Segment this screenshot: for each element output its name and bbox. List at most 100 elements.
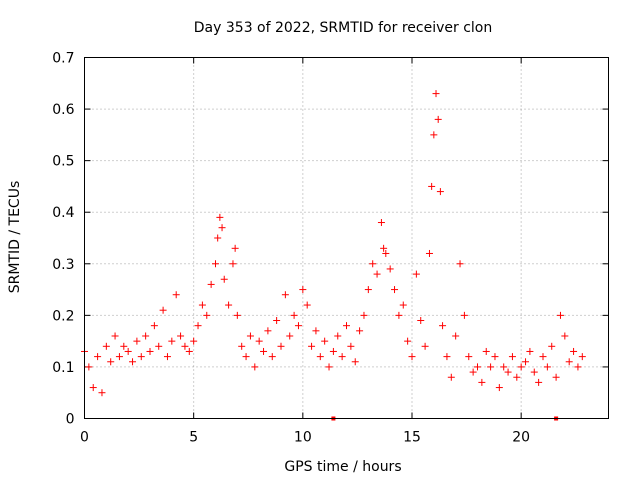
data-point (325, 363, 333, 371)
data-point (277, 342, 285, 350)
plot-frame (84, 57, 609, 419)
data-point (255, 337, 263, 345)
y-tick-label: 0.4 (52, 205, 74, 221)
data-point (281, 291, 289, 299)
data-point (539, 353, 547, 361)
data-point (522, 358, 530, 366)
data-point (373, 270, 381, 278)
data-point (369, 260, 377, 268)
data-point (399, 301, 407, 309)
data-point (578, 353, 586, 361)
x-tick-label: 20 (512, 430, 530, 446)
data-point (526, 347, 534, 355)
data-point (329, 347, 337, 355)
data-point (294, 322, 302, 330)
data-point (432, 90, 440, 98)
data-point (124, 347, 132, 355)
data-point (181, 342, 189, 350)
y-tick-label: 0.5 (52, 154, 74, 170)
data-point (231, 244, 239, 252)
data-point (443, 353, 451, 361)
data-point (456, 260, 464, 268)
data-point (412, 270, 420, 278)
data-point (163, 353, 171, 361)
data-point (543, 363, 551, 371)
data-points (81, 90, 586, 421)
data-point (218, 224, 226, 232)
data-point (535, 378, 543, 386)
x-tick-label: 10 (294, 430, 312, 446)
y-tick-label: 0.7 (52, 51, 74, 67)
data-point (268, 353, 276, 361)
data-point (177, 332, 185, 340)
data-point (347, 342, 355, 350)
data-point (495, 384, 503, 392)
data-point (102, 342, 110, 350)
data-point (334, 332, 342, 340)
data-point (214, 234, 222, 242)
data-point (377, 219, 385, 227)
data-point (460, 311, 468, 319)
data-point (500, 363, 508, 371)
data-point (408, 353, 416, 361)
data-point (556, 311, 564, 319)
data-point (155, 342, 163, 350)
data-point (404, 337, 412, 345)
data-point (107, 358, 115, 366)
data-point (146, 347, 154, 355)
x-tick-label: 5 (189, 430, 198, 446)
data-point (395, 311, 403, 319)
x-axis-label: GPS time / hours (284, 459, 401, 475)
data-point (417, 317, 425, 325)
data-point (260, 347, 268, 355)
data-point (133, 337, 141, 345)
data-point (574, 363, 582, 371)
data-point (565, 358, 573, 366)
data-point (229, 260, 237, 268)
y-axis-label: SRMTID / TECUs (7, 181, 23, 294)
data-point (286, 332, 294, 340)
data-point (264, 327, 272, 335)
data-point (452, 332, 460, 340)
data-point (246, 332, 254, 340)
data-point (142, 332, 150, 340)
data-point (428, 182, 436, 190)
data-point (203, 311, 211, 319)
data-point (94, 353, 102, 361)
data-point (482, 347, 490, 355)
data-point (220, 275, 228, 283)
data-point (491, 353, 499, 361)
data-point (474, 363, 481, 371)
y-tick-label: 0.3 (52, 257, 74, 273)
data-point (115, 353, 123, 361)
data-point (364, 286, 372, 294)
data-point (316, 353, 324, 361)
data-point (504, 368, 512, 376)
data-point (321, 337, 329, 345)
x-tick-label: 0 (80, 430, 89, 446)
data-point (548, 342, 556, 350)
data-point (225, 301, 233, 309)
y-tick-label: 0.6 (52, 102, 74, 118)
data-point (513, 373, 521, 381)
chart-title: Day 353 of 2022, SRMTID for receiver clo… (194, 20, 492, 36)
data-point (434, 115, 442, 123)
data-point (386, 265, 394, 273)
data-point (465, 353, 473, 361)
data-point (150, 322, 158, 330)
data-point (85, 363, 93, 371)
data-point (190, 337, 198, 345)
data-point (198, 301, 206, 309)
data-point (487, 363, 495, 371)
data-point (508, 353, 516, 361)
data-point (111, 332, 119, 340)
data-point (129, 358, 137, 366)
y-tick-label: 0.2 (52, 308, 74, 324)
x-tick-label: 15 (403, 430, 421, 446)
data-point (120, 342, 128, 350)
data-point (382, 249, 390, 257)
data-point (159, 306, 167, 314)
data-point (168, 337, 176, 345)
